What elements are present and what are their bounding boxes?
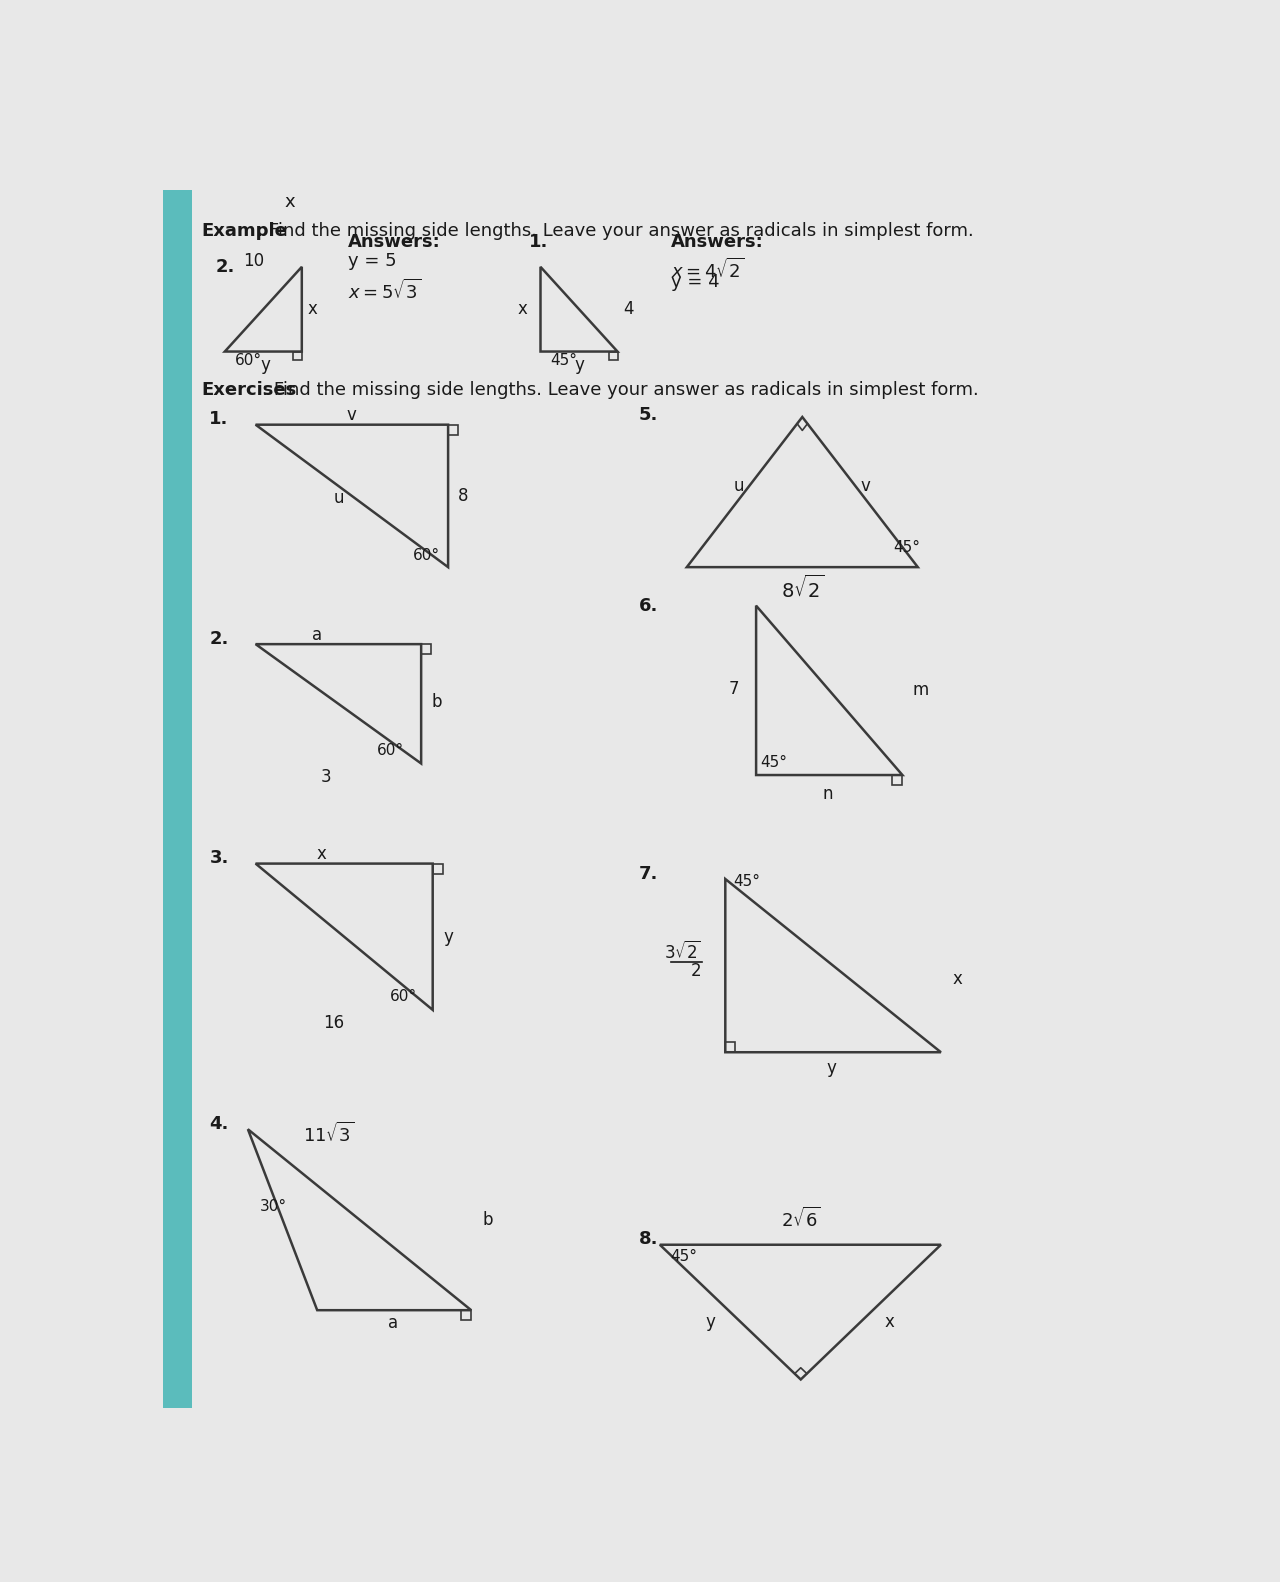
Text: y: y: [443, 927, 453, 946]
Text: y = 5: y = 5: [348, 253, 397, 271]
Text: x: x: [285, 193, 296, 210]
Text: 2.: 2.: [210, 630, 229, 647]
Text: Exercises: Exercises: [202, 381, 297, 399]
Polygon shape: [164, 190, 192, 1408]
Text: 2.: 2.: [215, 258, 236, 275]
Text: 45°: 45°: [669, 1248, 696, 1264]
Text: 60°: 60°: [376, 744, 404, 758]
Text: x: x: [884, 1313, 895, 1330]
Text: 60°: 60°: [390, 989, 417, 1005]
Text: y: y: [261, 356, 270, 375]
Text: 60°: 60°: [413, 547, 440, 563]
Text: x: x: [316, 845, 326, 862]
Text: x: x: [308, 301, 317, 318]
Text: $x = 5\sqrt{3}$: $x = 5\sqrt{3}$: [348, 278, 421, 302]
Text: 30°: 30°: [260, 1199, 287, 1213]
Text: $11\sqrt{3}$: $11\sqrt{3}$: [303, 1122, 355, 1145]
Text: 4: 4: [623, 301, 634, 318]
Text: x: x: [952, 970, 963, 989]
Text: 1.: 1.: [210, 410, 229, 429]
Text: : Find the missing side lengths. Leave your answer as radicals in simplest form.: : Find the missing side lengths. Leave y…: [262, 381, 978, 399]
Text: y = 4: y = 4: [672, 274, 721, 291]
Text: $2$: $2$: [690, 962, 700, 981]
Text: b: b: [431, 693, 443, 710]
Text: 8.: 8.: [639, 1231, 658, 1248]
Text: 3: 3: [321, 767, 332, 786]
Text: n: n: [823, 785, 833, 804]
Text: : Find the missing side lengths. Leave your answer as radicals in simplest form.: : Find the missing side lengths. Leave y…: [257, 221, 974, 240]
Text: $x = 4\sqrt{2}$: $x = 4\sqrt{2}$: [672, 258, 745, 282]
Text: $3\sqrt{2}$: $3\sqrt{2}$: [664, 941, 700, 963]
Text: 16: 16: [324, 1014, 344, 1031]
Text: 7.: 7.: [639, 865, 658, 883]
Text: 5.: 5.: [639, 407, 658, 424]
Text: $8\sqrt{2}$: $8\sqrt{2}$: [781, 574, 824, 603]
Text: v: v: [860, 478, 870, 495]
Text: u: u: [334, 489, 344, 506]
Text: Example: Example: [202, 221, 288, 240]
Text: 7: 7: [728, 680, 739, 698]
Text: 45°: 45°: [760, 755, 787, 770]
Text: 10: 10: [243, 253, 265, 271]
Text: 1.: 1.: [529, 233, 548, 252]
Text: 6.: 6.: [639, 596, 658, 615]
Text: y: y: [573, 356, 584, 375]
Text: Answers:: Answers:: [672, 233, 764, 252]
Text: 45°: 45°: [892, 539, 920, 555]
Text: $2\sqrt{6}$: $2\sqrt{6}$: [781, 1207, 820, 1231]
Text: 45°: 45°: [733, 873, 760, 889]
Text: 4.: 4.: [210, 1115, 229, 1133]
Text: 8: 8: [458, 487, 468, 505]
Text: 45°: 45°: [550, 353, 577, 367]
Text: b: b: [483, 1212, 493, 1229]
Text: m: m: [913, 682, 929, 699]
Text: v: v: [347, 405, 357, 424]
Text: 60°: 60°: [234, 353, 262, 367]
Text: 3.: 3.: [210, 850, 229, 867]
Text: u: u: [733, 478, 744, 495]
Text: a: a: [388, 1315, 398, 1332]
Text: a: a: [312, 626, 323, 644]
Text: y: y: [827, 1058, 837, 1077]
Text: x: x: [517, 301, 527, 318]
Text: Answers:: Answers:: [348, 233, 440, 252]
Text: y: y: [705, 1313, 714, 1330]
